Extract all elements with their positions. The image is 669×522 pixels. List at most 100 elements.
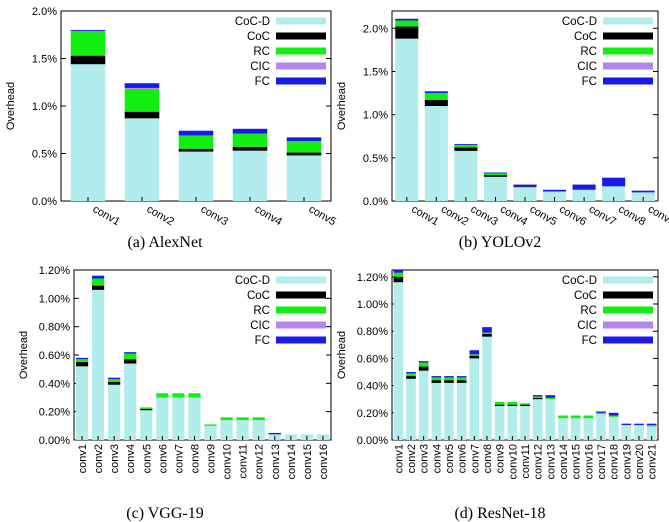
bar-segment-fc-conv1 [395, 18, 419, 21]
bar-segment-coc-conv4 [124, 359, 137, 364]
bar-segment-fc-conv1 [75, 357, 89, 360]
bar-segment-coc-d-conv4 [124, 363, 137, 440]
y-tick-label: 0.0% [363, 196, 388, 208]
bar-segment-fc-conv6 [543, 189, 567, 192]
x-tick-label-conv2: conv2 [406, 444, 418, 473]
caption-vgg19: (c) VGG-19 [126, 505, 203, 522]
x-tick-label-conv5: conv5 [528, 203, 559, 228]
legend-swatch-rc [603, 306, 653, 314]
x-tick-label-conv8: conv8 [482, 444, 494, 473]
bar-segment-coc-d-conv21 [646, 426, 657, 440]
bar-segment-coc-d-conv2 [124, 118, 160, 201]
y-tick-label: 2.0% [32, 6, 57, 18]
x-tick-label-conv16: conv16 [583, 444, 595, 479]
bar-segment-rc-conv5 [444, 377, 454, 381]
bar-segment-rc-conv2 [124, 88, 160, 112]
bar-segment-rc-conv10 [220, 417, 233, 421]
bar-segment-rc-conv11 [236, 417, 249, 421]
x-tick-label-conv8: conv8 [616, 203, 647, 228]
x-tick-label-conv4: conv4 [125, 444, 137, 473]
bar-segment-fc-conv21 [646, 423, 657, 426]
bar-segment-coc-d-conv5 [513, 187, 537, 201]
bar-segment-coc-d-conv10 [507, 406, 518, 440]
x-tick-label-conv14: conv14 [286, 444, 298, 479]
bar-segment-fc-conv5 [286, 137, 322, 142]
bar-segment-coc-d-conv5 [286, 155, 322, 201]
x-tick-label-conv6: conv6 [457, 444, 469, 473]
bar-segment-coc-d-conv11 [520, 406, 530, 440]
bar-segment-coc-d-conv10 [220, 420, 233, 440]
bar-segment-fc-conv2 [124, 83, 160, 88]
bar-segment-rc-conv1 [70, 30, 106, 56]
bar-segment-rc-conv13 [545, 397, 556, 400]
x-tick-label-conv1: conv1 [77, 444, 89, 473]
x-tick-label-conv12: conv12 [254, 444, 266, 479]
x-tick-label-conv14: conv14 [558, 444, 570, 479]
legend-label-fc: FC [582, 76, 597, 88]
bar-segment-rc-conv2 [406, 373, 416, 377]
bar-segment-rc-conv4 [431, 377, 442, 381]
x-tick-label-conv9: conv9 [646, 203, 669, 228]
y-tick-label: 0.0% [32, 196, 57, 208]
bar-segment-coc-d-conv8 [188, 397, 201, 440]
bar-segment-rc-conv3 [454, 144, 478, 148]
y-axis-title: Overhead [336, 331, 348, 379]
bar-segment-coc-conv3 [178, 148, 214, 152]
legend-swatch-fc [603, 336, 653, 344]
x-tick-label-conv15: conv15 [302, 444, 314, 479]
bar-segment-rc-conv2 [424, 93, 448, 100]
x-tick-label-conv2: conv2 [93, 444, 105, 473]
bar-segment-coc-conv4 [431, 380, 442, 383]
legend-label-coc-d: CoC-D [235, 275, 270, 287]
x-tick-label-conv3: conv3 [468, 203, 499, 228]
bar-segment-fc-conv2 [406, 372, 416, 374]
bar-segment-coc-conv10 [507, 404, 518, 406]
bar-segment-coc-d-conv13 [545, 399, 556, 440]
x-tick-label-conv3: conv3 [199, 203, 230, 228]
bar-segment-fc-conv6 [456, 376, 467, 378]
bar-segment-rc-conv6 [156, 393, 169, 398]
caption-yolov2: (b) YOLOv2 [459, 234, 542, 251]
bar-segment-coc-conv12 [532, 397, 543, 400]
bar-segment-coc-d-conv4 [232, 150, 268, 201]
legend-label-coc: CoC [574, 290, 597, 302]
bar-segment-rc-conv8 [188, 393, 201, 398]
legend-label-coc: CoC [247, 31, 270, 43]
bar-segment-coc-conv6 [456, 380, 467, 383]
bar-segment-coc-d-conv2 [91, 289, 105, 440]
bar-segment-coc-conv2 [406, 376, 416, 379]
bar-segment-coc-d-conv3 [178, 151, 214, 201]
legend-label-coc-d: CoC-D [235, 16, 270, 28]
bar-segment-coc-conv1 [393, 276, 404, 283]
y-tick-label: 0.60% [357, 353, 388, 365]
legend-swatch-coc-d [603, 276, 653, 284]
y-tick-label: 1.20% [357, 272, 388, 284]
bar-segment-coc-d-conv5 [444, 382, 454, 440]
x-tick-label-conv6: conv6 [557, 203, 588, 228]
bar-segment-rc-conv1 [75, 359, 89, 363]
panel-alexnet: 0.0% 0.5% 1.0% 1.5% 2.0% Overhead conv1 conv2 co… [5, 6, 338, 228]
bar-segment-coc-d-conv12 [532, 399, 543, 440]
x-tick-label-conv5: conv5 [307, 203, 338, 228]
y-axis-title: Overhead [18, 331, 30, 379]
x-tick-label-conv10: conv10 [507, 444, 519, 479]
bar-segment-rc-conv15 [570, 415, 581, 419]
bar-segment-coc-conv3 [454, 147, 478, 151]
y-tick-label: 0.40% [39, 378, 70, 390]
bar-segment-coc-conv3 [418, 366, 429, 371]
bar-segment-coc-d-conv14 [558, 418, 568, 440]
bar-segment-rc-conv3 [178, 135, 214, 149]
bar-segment-rc-conv3 [418, 362, 429, 367]
bar-segment-coc-conv2 [424, 99, 448, 106]
bar-segment-rc-conv16 [583, 415, 594, 419]
bar-segment-rc-conv4 [232, 133, 268, 147]
y-tick-label: 0.5% [32, 149, 57, 161]
legend-swatch-rc [276, 47, 326, 55]
legend-label-coc-d: CoC-D [562, 16, 597, 28]
bar-segment-fc-conv5 [444, 376, 454, 378]
x-tick-label-conv1: conv1 [409, 203, 440, 228]
bar-segment-fc-conv4 [483, 172, 507, 174]
caption-alexnet: (a) AlexNet [127, 234, 203, 251]
bar-segment-coc-d-conv16 [583, 418, 594, 440]
